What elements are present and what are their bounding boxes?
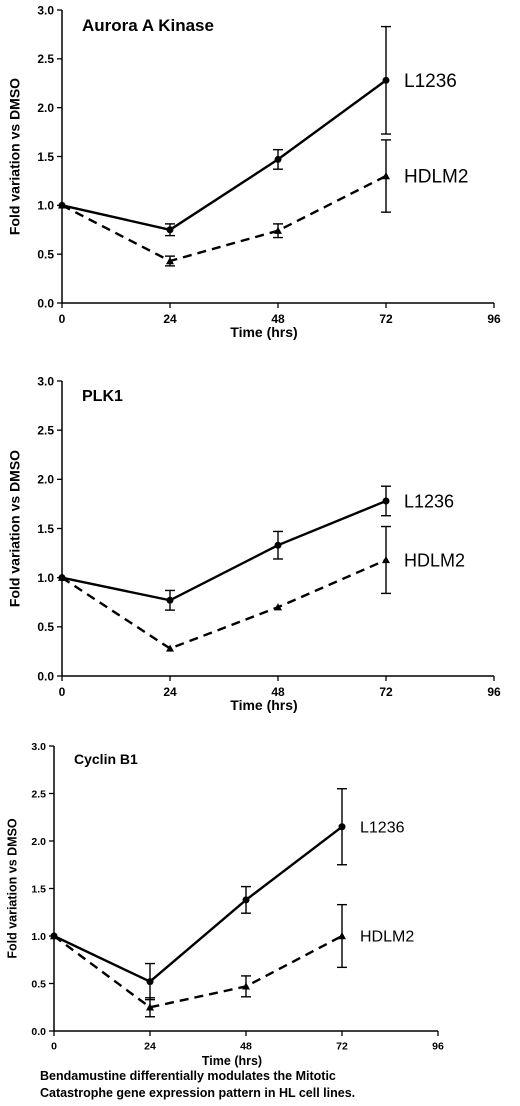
series-line [53, 825, 343, 984]
data-point [166, 596, 174, 604]
x-tick-label: 48 [240, 1041, 252, 1053]
series-label: HDLM2 [404, 550, 465, 570]
y-tick-label: 1.0 [37, 571, 54, 585]
x-axis-label: Time (hrs) [202, 1054, 262, 1068]
y-tick-label: 2.0 [37, 473, 54, 487]
x-tick-label: 24 [144, 1041, 156, 1053]
data-point [274, 541, 282, 549]
data-point [338, 932, 346, 940]
y-tick-label: 3.0 [31, 741, 46, 753]
y-axis-label: Fold variation vs DMSO [7, 450, 23, 607]
x-axis-label: Time (hrs) [230, 324, 297, 340]
x-tick-label: 72 [379, 685, 393, 699]
y-tick-label: 0.5 [37, 247, 54, 261]
x-tick-label: 48 [271, 685, 285, 699]
series-l1236: L1236 [50, 788, 405, 1001]
y-tick-label: 1.0 [37, 199, 54, 213]
y-tick-label: 1.5 [31, 883, 46, 895]
y-axis-label: Fold variation vs DMSO [7, 78, 23, 235]
y-tick-label: 3.0 [37, 374, 54, 388]
y-tick-label: 1.5 [37, 150, 54, 164]
chart-title: Aurora A Kinase [82, 16, 214, 35]
x-tick-label: 24 [163, 312, 177, 326]
x-tick-label: 48 [271, 312, 285, 326]
series-line [53, 934, 343, 1009]
data-point [274, 155, 282, 163]
y-tick-label: 3.0 [37, 3, 54, 17]
series-l1236: L1236 [58, 485, 454, 611]
series-line [61, 79, 387, 232]
series-hdlm2: HDLM2 [58, 139, 468, 267]
x-tick-label: 0 [59, 685, 66, 699]
chart-2: 0.0 0.5 1.0 1.5 2.0 2.5 3.0 0 24 48 72 96 Time (hrs)… [7, 374, 501, 713]
y-tick-label: 0.0 [37, 669, 54, 683]
data-point [166, 257, 174, 265]
series-line [61, 174, 387, 263]
x-tick-label: 0 [59, 312, 66, 326]
data-point [274, 603, 282, 611]
data-point [382, 172, 390, 180]
series-hdlm2: HDLM2 [58, 525, 465, 652]
series-label: L1236 [404, 71, 457, 92]
x-tick-label: 72 [379, 312, 393, 326]
y-tick-label: 0.0 [31, 1026, 46, 1038]
data-point [58, 573, 66, 581]
y-tick-label: 0.5 [31, 978, 46, 990]
series-label: L1236 [360, 819, 405, 836]
data-point [338, 823, 346, 831]
y-tick-label: 2.5 [37, 423, 54, 437]
y-tick-label: 2.0 [31, 836, 46, 848]
series-hdlm2: HDLM2 [50, 903, 414, 1018]
data-point [242, 896, 250, 904]
y-tick-label: 0.5 [37, 620, 54, 634]
x-tick-label: 96 [432, 1041, 444, 1053]
series-line [61, 499, 387, 602]
x-tick-label: 24 [163, 685, 177, 699]
series-label: HDLM2 [404, 167, 468, 188]
data-point [382, 555, 390, 564]
x-tick-label: 96 [487, 312, 501, 326]
data-point [50, 932, 58, 940]
chart-title: PLK1 [82, 388, 123, 405]
x-axis-label: Time (hrs) [230, 697, 297, 713]
y-tick-label: 2.5 [31, 788, 46, 800]
data-point [382, 497, 390, 505]
chart-3: 0.0 0.5 1.0 1.5 2.0 2.5 3.0 0 24 48 72 96 Time (hrs)… [5, 741, 444, 1068]
data-point [58, 201, 66, 209]
series-label: HDLM2 [360, 929, 414, 946]
data-point [242, 982, 250, 990]
series-label: L1236 [404, 491, 454, 511]
x-tick-label: 0 [51, 1041, 57, 1053]
series-line [61, 558, 387, 650]
y-tick-label: 0.0 [37, 296, 54, 310]
y-tick-label: 2.5 [37, 52, 54, 66]
y-axis-label: Fold variation vs DMSO [5, 818, 19, 959]
data-point [146, 1003, 154, 1011]
x-tick-label: 96 [487, 685, 501, 699]
data-point [274, 226, 282, 234]
y-tick-label: 1.0 [31, 931, 46, 943]
caption-line-2: Catastrophe gene expression pattern in H… [40, 1086, 356, 1100]
data-point [166, 644, 174, 652]
series-l1236: L1236 [58, 25, 457, 237]
data-point [382, 76, 390, 84]
y-tick-label: 2.0 [37, 101, 54, 115]
figure-caption: Bendamustine differentially modulates th… [40, 1068, 510, 1102]
x-tick-label: 72 [336, 1041, 348, 1053]
y-tick-label: 1.5 [37, 522, 54, 536]
data-point [146, 978, 154, 986]
chart-1: 0.0 0.5 1.0 1.5 2.0 2.5 3.0 0 24 48 72 96 Time (hrs)… [7, 3, 501, 340]
caption-line-1: Bendamustine differentially modulates th… [40, 1069, 336, 1083]
chart-title: Cyclin B1 [74, 751, 138, 767]
data-point [166, 226, 174, 234]
